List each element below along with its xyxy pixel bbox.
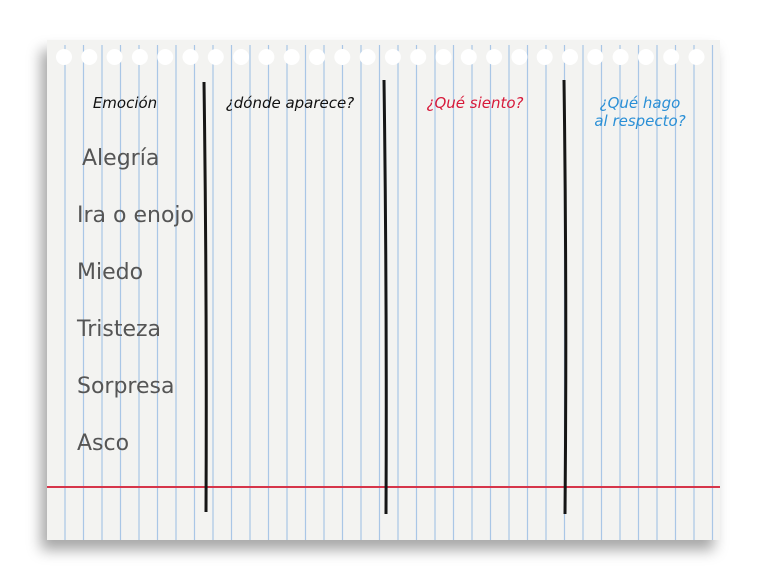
punch-hole bbox=[536, 49, 553, 65]
punch-hole bbox=[384, 49, 401, 65]
punch-hole bbox=[587, 49, 604, 65]
punch-hole bbox=[233, 49, 250, 65]
emotion-label: Miedo bbox=[77, 260, 143, 285]
column-header: ¿dónde aparece? bbox=[226, 94, 354, 112]
punch-hole bbox=[106, 49, 123, 65]
ruling bbox=[56, 45, 714, 540]
column-header: ¿Qué hago al respecto? bbox=[594, 94, 685, 130]
emotion-label: Sorpresa bbox=[77, 374, 174, 399]
emotion-label: Tristeza bbox=[76, 317, 161, 342]
column-divider bbox=[562, 79, 568, 515]
punch-hole bbox=[435, 49, 452, 65]
column-header: ¿Qué siento? bbox=[426, 94, 523, 112]
punch-hole bbox=[56, 49, 72, 65]
table: Emoción ¿dónde aparece? ¿Qué siento? ¿Qué h… bbox=[76, 94, 686, 456]
punch-hole bbox=[182, 49, 199, 65]
emotion-label: Ira o enojo bbox=[77, 203, 194, 228]
punch-hole bbox=[562, 49, 578, 65]
punch-hole bbox=[309, 49, 325, 65]
punch-hole bbox=[359, 49, 376, 65]
punch-hole bbox=[81, 49, 98, 65]
header-line: ¿Qué siento? bbox=[426, 94, 523, 112]
punch-hole bbox=[207, 49, 224, 65]
punch-hole bbox=[663, 49, 680, 65]
punch-hole bbox=[511, 49, 528, 65]
punch-hole bbox=[637, 49, 654, 65]
header-line: ¿Qué hago bbox=[600, 94, 681, 112]
punch-hole bbox=[157, 49, 174, 65]
punch-hole bbox=[410, 49, 427, 65]
punch-hole bbox=[131, 49, 148, 65]
emotion-label: Alegría bbox=[82, 146, 159, 171]
punch-hole bbox=[334, 49, 351, 65]
column-header: Emoción bbox=[93, 94, 157, 112]
punch-hole bbox=[688, 49, 705, 65]
punch-hole bbox=[486, 49, 503, 65]
punch-hole bbox=[612, 49, 629, 65]
header-line: al respecto? bbox=[594, 112, 685, 130]
column-divider bbox=[202, 81, 208, 513]
punch-hole bbox=[283, 49, 300, 65]
emotion-label: Asco bbox=[77, 431, 129, 456]
punch-hole bbox=[258, 49, 275, 65]
column-divider bbox=[382, 79, 388, 515]
punch-hole bbox=[460, 49, 477, 65]
header-line: ¿dónde aparece? bbox=[226, 94, 354, 112]
header-line: Emoción bbox=[93, 94, 157, 112]
